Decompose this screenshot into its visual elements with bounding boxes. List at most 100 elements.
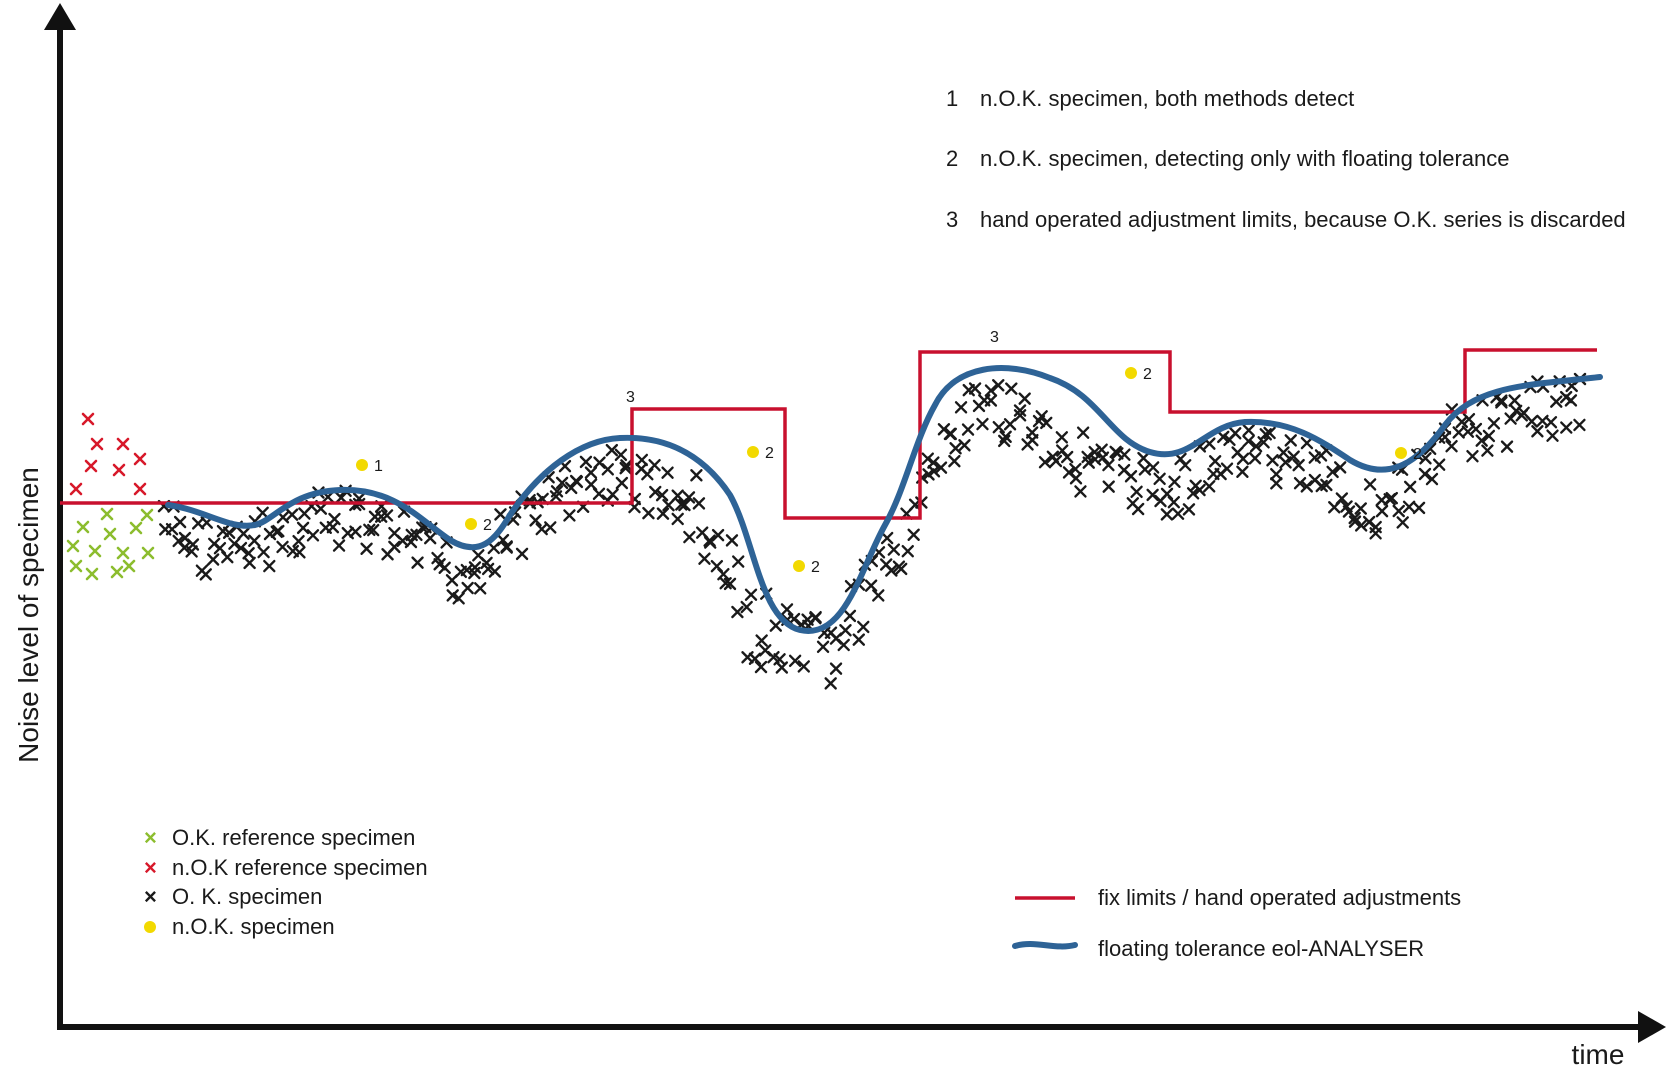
ok-specimen-mark-113 [550,485,564,498]
ok-specimen-mark-65 [380,509,394,522]
ok-specimen-mark-24 [242,547,255,560]
legend-ok-ref-symbol: × [144,825,157,850]
ok-specimen-mark-339 [1340,500,1353,513]
ok-specimen-mark-132 [620,459,633,472]
ok-reference-mark-5 [66,539,80,553]
ok-reference-mark-9 [69,559,83,573]
ok-specimen-mark-141 [648,458,661,472]
ok-specimen-mark-93 [481,562,495,576]
ok-specimen-mark-189 [816,640,830,654]
ok-specimen-mark-158 [711,528,725,542]
ok-specimen-mark-207 [880,531,894,545]
y-axis-label: Noise level of specimen [13,467,44,763]
ok-specimen-mark-343 [1354,519,1368,532]
ok-specimen-mark-287 [1160,508,1174,521]
ok-specimen-mark-275 [1118,448,1131,461]
ok-specimen-mark-213 [901,544,914,558]
ok-specimen-mark-71 [405,528,418,542]
limit-label-3-a: 3 [626,389,635,406]
ok-specimen-mark-168 [744,588,758,601]
ok-specimen-mark-263 [1074,485,1087,498]
ok-specimen-mark-389 [1515,409,1528,422]
ok-specimen-mark-221 [927,465,941,478]
ok-specimen-mark-133 [619,461,632,475]
ok-specimen-mark-370 [1455,415,1469,429]
ok-specimen-mark-239 [992,420,1005,434]
ok-specimen-mark-80 [438,561,451,574]
ok-specimen-mark-120 [579,455,593,469]
ok-specimen-mark-375 [1466,449,1479,463]
ok-specimen-mark-267 [1088,445,1101,459]
ok-specimen-mark-351 [1385,491,1398,505]
ok-specimen-mark-110 [544,521,557,534]
ok-specimen-mark-201 [857,620,870,634]
nok-reference-mark-4 [112,463,126,477]
ok-specimen-mark-236 [984,394,998,407]
nok-reference-mark-7 [133,482,147,496]
ok-specimen-mark-147 [671,512,684,526]
ok-specimen-mark-50 [334,491,348,504]
ok-specimen-mark-177 [775,661,789,674]
ok-specimen-mark-197 [843,609,857,623]
ok-specimen-mark-76 [424,531,437,545]
ok-specimen-mark-271 [1102,480,1115,493]
ok-specimen-mark-127 [601,463,614,476]
ok-specimen-mark-253 [1040,416,1053,430]
ok-specimen-mark-385 [1500,440,1514,453]
ok-specimen-mark-193 [829,662,843,675]
nok-specimen-dot-label-5: 2 [1413,446,1422,463]
ok-specimen-mark-315 [1257,436,1270,449]
nok-reference-mark-5 [133,452,147,466]
ok-specimen-mark-383 [1495,394,1508,407]
ok-specimen-mark-223 [934,461,948,474]
ok-specimen-mark-398 [1550,395,1563,408]
ok-specimen-mark-244 [1013,404,1027,417]
limit-label-3-b: 3 [990,329,999,346]
ok-specimen-mark-326 [1300,480,1313,493]
ok-specimen-mark-247 [1018,392,1031,405]
ok-specimen-mark-161 [717,567,730,581]
legend-ok-ref-label: O.K. reference specimen [172,825,415,850]
legend-nok-ref-symbol: × [144,855,157,880]
ok-specimen-mark-288 [1168,475,1181,488]
ok-specimen-mark-145 [661,466,674,479]
ok-specimen-mark-6 [178,541,191,555]
ok-specimen-mark-218 [922,468,935,481]
ok-specimen-mark-49 [326,520,340,534]
ok-specimen-mark-400 [1560,421,1573,434]
nok-specimen-dot-2 [747,446,759,458]
ok-specimen-mark-269 [1096,451,1110,464]
legend-ok-symbol: × [144,884,157,909]
ok-specimen-mark-376 [1475,434,1488,447]
ok-specimen-mark-114 [555,476,569,490]
nok-reference-mark-0 [81,412,95,426]
ok-specimen-mark-243 [1005,382,1018,395]
ok-specimen-mark-85 [452,592,465,605]
ok-specimen-mark-15 [206,553,220,566]
nok-specimen-dots: 1 2 2 2 2 2 [356,366,1422,576]
ok-specimen-mark-140 [649,485,662,499]
ok-specimen-mark-241 [999,430,1012,443]
ok-specimen-mark-311 [1242,424,1255,437]
ok-specimen-mark-148 [678,498,691,512]
ok-specimen-mark-22 [237,527,250,540]
ok-specimen-mark-233 [968,382,982,395]
nok-reference-mark-2 [116,437,130,451]
nok-specimen-dot-5 [1395,447,1407,459]
ok-specimen-mark-310 [1242,434,1255,448]
ok-specimen-mark-229 [958,439,971,452]
ok-specimen-mark-195 [839,624,852,637]
annotation-text-2: n.O.K. specimen, detecting only with flo… [980,146,1510,171]
fix-limit-line [60,348,1597,520]
ok-specimen-mark-354 [1396,516,1409,529]
ok-specimen-mark-202 [864,579,878,592]
ok-specimen-mark-30 [263,559,276,573]
ok-specimen-mark-163 [723,577,737,591]
ok-specimen-mark-117 [563,509,576,522]
ok-specimen-mark-102 [515,547,529,561]
ok-specimen-mark-402 [1564,394,1578,407]
ok-specimen-mark-40 [296,521,310,535]
nok-reference-mark-6 [69,482,83,496]
ok-specimen-mark-226 [949,442,962,455]
ok-specimen-mark-20 [228,537,241,550]
